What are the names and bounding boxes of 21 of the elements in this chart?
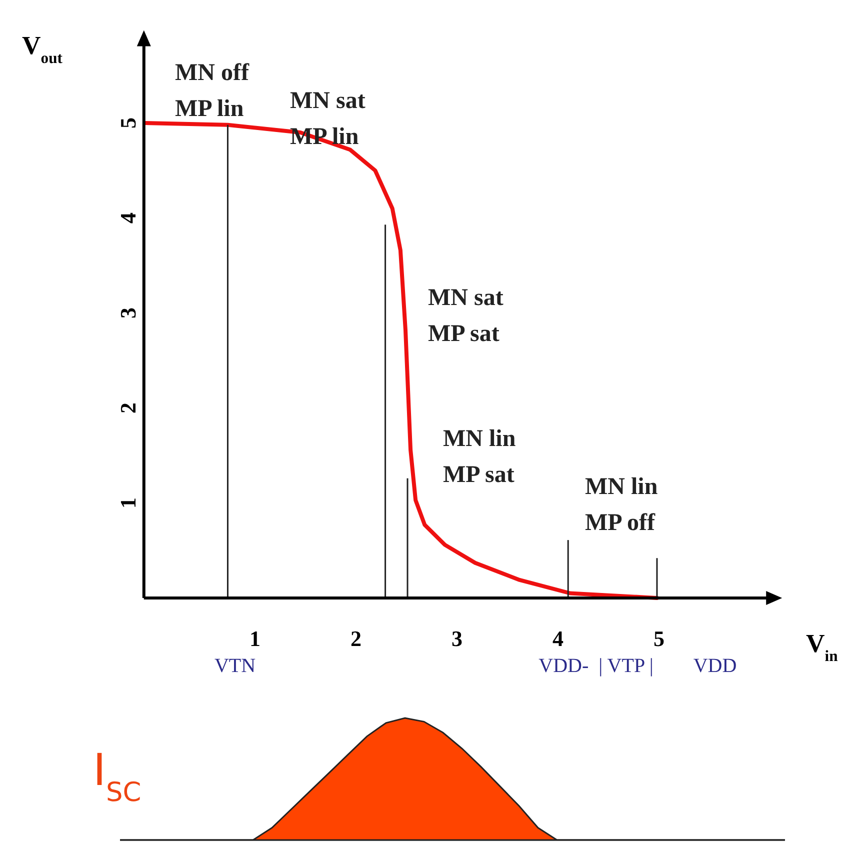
x-tick-label: 3 [452,626,462,651]
y-axis-title: V$_{out}$ [22,31,64,66]
y-tick-label: 3 [116,308,140,318]
text: VDD- | VTP | [538,655,654,677]
annotation: MN lin MP sat [443,426,516,488]
line-series [142,121,659,600]
y-tick-label: 2 [116,402,140,414]
x-tick-label: 2 [350,626,362,651]
x-tick-label: 4 [552,626,564,651]
x-tick-label: 1 [250,626,260,651]
annotation: MN sat MP sat [428,285,504,347]
text: VTN [214,655,256,677]
x-axis-title: V$_{in}$ [806,629,838,664]
y-tick-label: 1 [116,498,140,508]
annotation: MN off MP lin [175,60,250,122]
text: VDD [693,655,737,677]
y-axis-title: I$_{SC}$ [93,745,142,808]
annotation: MN lin MP off [585,474,658,536]
x-tick-label: 5 [654,626,664,651]
y-tick-label: 5 [116,118,140,128]
y-tick-label: 4 [116,212,140,224]
